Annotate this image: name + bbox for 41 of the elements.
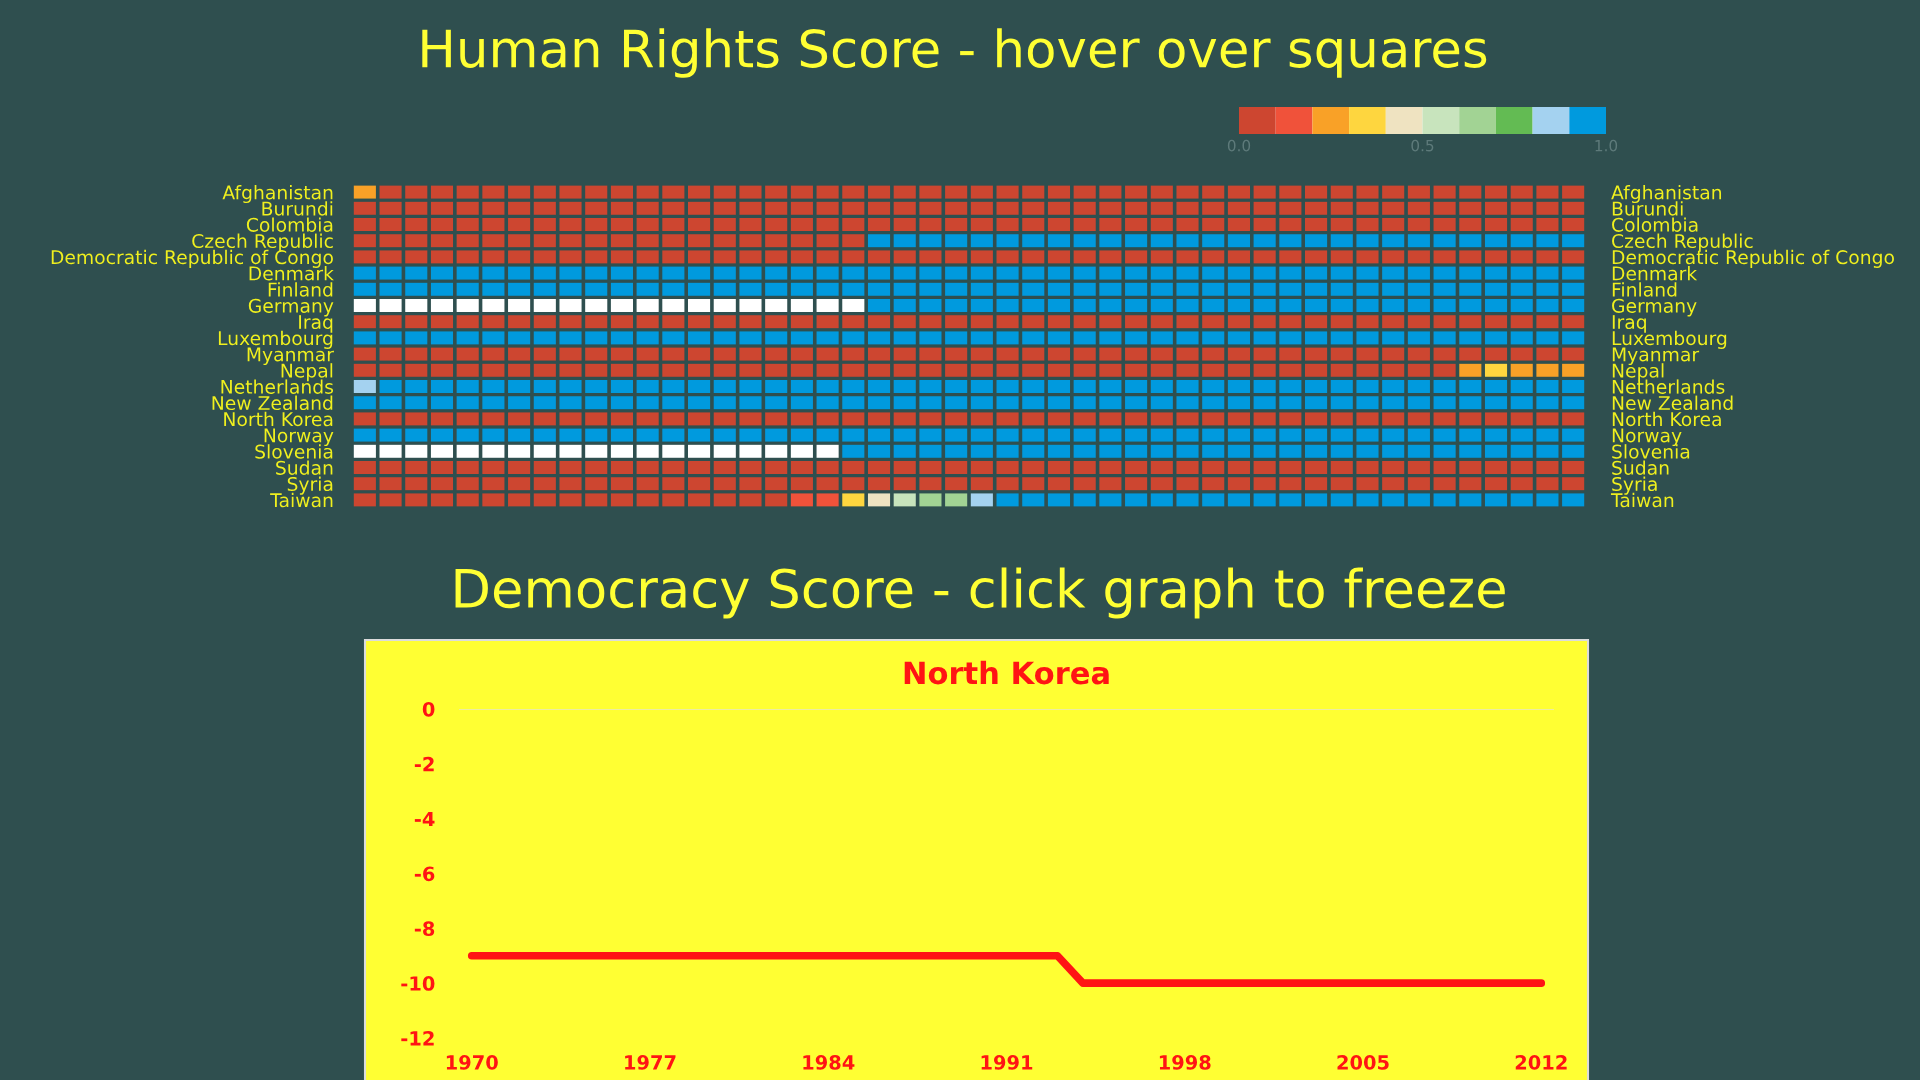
y2-tick-label: Burundi (1612, 201, 1683, 216)
x-tick-label: 1984 (803, 1055, 855, 1070)
y-tick-label: -12 (401, 1030, 434, 1046)
x-tick-label: 2012 (1515, 1055, 1567, 1070)
y-tick-label: -10 (401, 976, 435, 991)
x-tick-label: 2005 (1337, 1055, 1389, 1070)
y-tick-label: -4 (414, 811, 435, 827)
y-tick-label: Slovenia (255, 444, 333, 459)
y-tick-label: Sudan (276, 460, 333, 475)
chart-subtitle: North Korea (904, 660, 1109, 685)
y2-tick-label: Denmark (1612, 265, 1698, 281)
y2-tick-label: Myanmar (1612, 347, 1700, 366)
y2-tick-label: New Zealand (1612, 395, 1733, 411)
y-tick-label: Myanmar (247, 347, 334, 366)
y-tick-label: Denmark (249, 265, 334, 281)
y-tick-label: New Zealand (212, 395, 333, 411)
y-tick-label: Burundi (262, 201, 333, 216)
y-tick-label: 0 (422, 701, 435, 717)
y-tick-label: Germany (248, 298, 334, 317)
x-tick-label: 1998 (1159, 1055, 1211, 1070)
y-tick-label: -2 (414, 756, 434, 772)
y2-tick-label: Finland (1612, 282, 1677, 297)
y2-tick-label: Colombia (1612, 217, 1698, 232)
y2-tick-label: Norway (1612, 428, 1682, 447)
y2-tick-label: Sudan (1612, 460, 1669, 475)
y2-tick-label: Slovenia (1612, 444, 1690, 459)
y2-tick-label: Afghanistan (1611, 184, 1722, 204)
y2-tick-label: North Korea (1612, 411, 1721, 427)
chart-title: Human Rights Score - hover over squares (422, 28, 1487, 78)
x-tick-label: 1991 (981, 1055, 1033, 1070)
x-tick-label: 1970 (446, 1055, 498, 1070)
y-tick-label: Finland (268, 282, 333, 297)
x-tick-label: 1977 (625, 1055, 676, 1070)
y-tick-label: -6 (414, 866, 435, 882)
y-tick-label: -8 (414, 921, 435, 936)
y-tick-label: Colombia (246, 217, 333, 232)
y-tick-label: North Korea (224, 411, 333, 427)
y2-tick-label: Germany (1612, 298, 1697, 317)
y-tick-label: Norway (264, 428, 334, 447)
y-tick-label: Afghanistan (222, 184, 333, 204)
chart-title: Democracy Score - click graph to freeze (455, 567, 1505, 619)
